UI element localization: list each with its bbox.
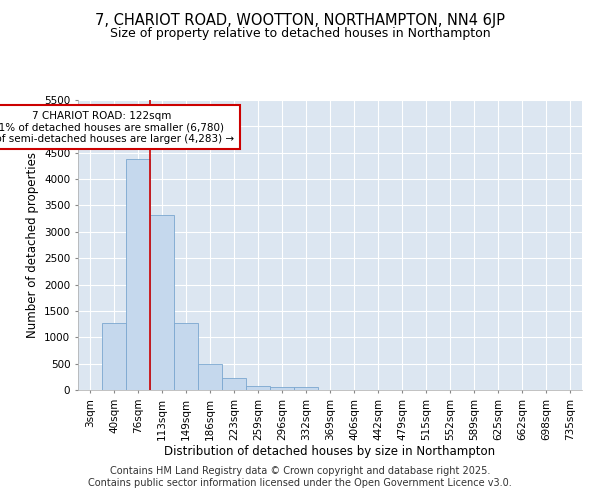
Y-axis label: Number of detached properties: Number of detached properties <box>26 152 38 338</box>
Bar <box>150 216 174 390</box>
Bar <box>102 323 126 390</box>
Text: Contains HM Land Registry data © Crown copyright and database right 2025.
Contai: Contains HM Land Registry data © Crown c… <box>88 466 512 487</box>
Bar <box>294 387 318 390</box>
Text: 7 CHARIOT ROAD: 122sqm
← 61% of detached houses are smaller (6,780)
39% of semi-: 7 CHARIOT ROAD: 122sqm ← 61% of detached… <box>0 110 235 144</box>
Bar <box>222 378 246 390</box>
Bar <box>198 364 222 390</box>
X-axis label: Distribution of detached houses by size in Northampton: Distribution of detached houses by size … <box>164 446 496 458</box>
Text: 7, CHARIOT ROAD, WOOTTON, NORTHAMPTON, NN4 6JP: 7, CHARIOT ROAD, WOOTTON, NORTHAMPTON, N… <box>95 12 505 28</box>
Bar <box>126 159 150 390</box>
Bar <box>246 386 270 390</box>
Text: Size of property relative to detached houses in Northampton: Size of property relative to detached ho… <box>110 28 490 40</box>
Bar <box>270 387 294 390</box>
Bar <box>174 322 198 390</box>
